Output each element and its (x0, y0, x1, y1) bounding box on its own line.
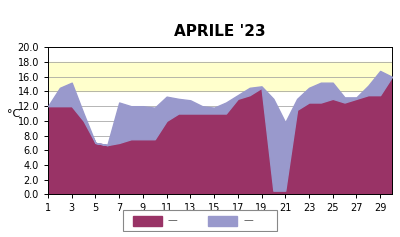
Bar (48, 62, 392, 91)
Text: °C: °C (7, 109, 20, 118)
Bar (133, 216, 162, 226)
FancyBboxPatch shape (123, 210, 277, 231)
Text: —: — (168, 215, 178, 225)
X-axis label: giorni: giorni (204, 218, 236, 228)
Bar (208, 216, 237, 226)
Title: APRILE '23: APRILE '23 (174, 24, 266, 39)
Text: —: — (243, 215, 253, 225)
